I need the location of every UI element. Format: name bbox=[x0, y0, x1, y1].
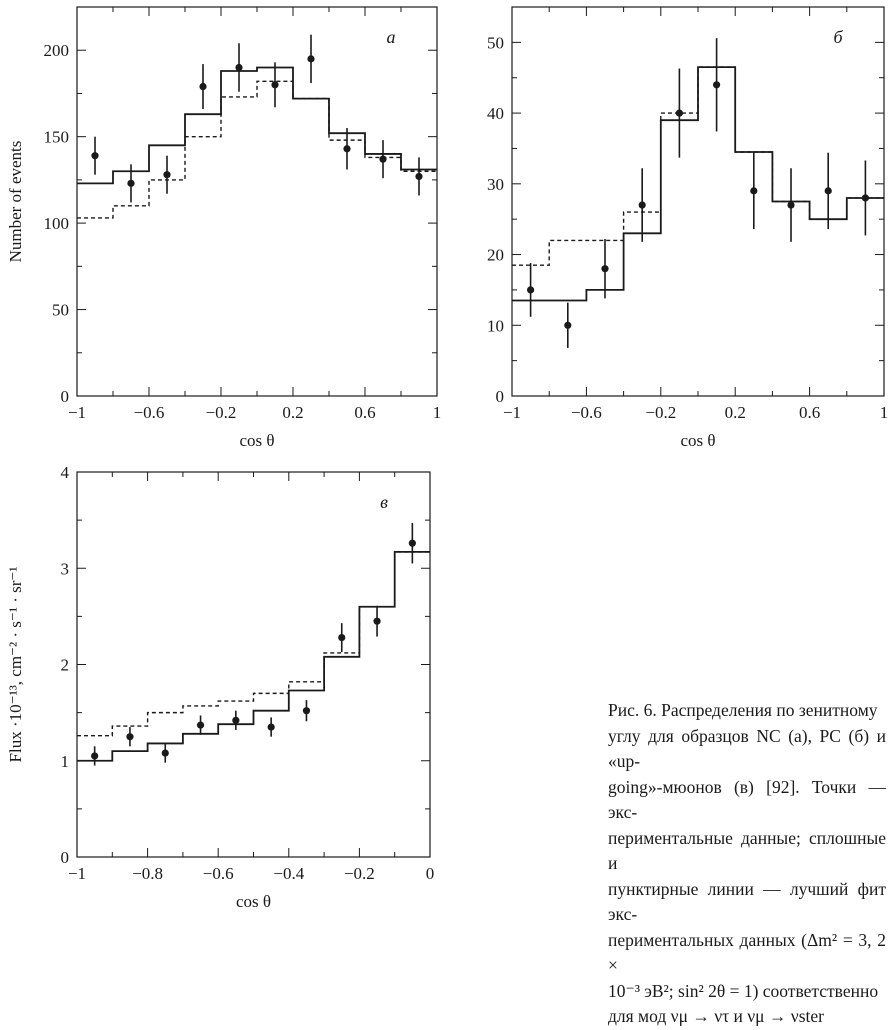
y-tick-label: 1 bbox=[61, 752, 70, 771]
x-tick-label: −1 bbox=[68, 864, 86, 883]
data-point bbox=[861, 194, 870, 202]
data-point bbox=[564, 321, 572, 329]
data-point bbox=[302, 707, 311, 715]
data-point bbox=[267, 723, 275, 731]
data-point bbox=[196, 721, 205, 729]
data-point bbox=[163, 171, 171, 179]
x-tick-label: −0.6 bbox=[203, 864, 234, 883]
data-point bbox=[601, 265, 609, 273]
y-tick-label: 50 bbox=[52, 301, 69, 320]
caption-line: углу для образцов NC (а), PC (б) и «up- bbox=[608, 725, 886, 772]
x-tick-label: −0.4 bbox=[273, 864, 304, 883]
dashed-fit-line bbox=[512, 66, 884, 266]
data-point bbox=[232, 716, 240, 724]
x-tick-label: 0 bbox=[426, 864, 435, 883]
y-tick-label: 4 bbox=[61, 463, 70, 482]
x-tick-label: −0.2 bbox=[645, 403, 676, 422]
plot-frame bbox=[76, 471, 431, 858]
data-point bbox=[527, 286, 535, 294]
solid-fit-line bbox=[77, 550, 430, 762]
caption-line: пунктирные линии — лучший фит экс- bbox=[608, 878, 886, 925]
x-tick-label: 0.6 bbox=[354, 403, 375, 422]
caption-line: периментальные данные; сплошные и bbox=[608, 827, 886, 874]
y-tick-label: 150 bbox=[44, 128, 70, 147]
caption-line: для мод νμ → ντ и νμ → νster bbox=[608, 1006, 824, 1026]
x-tick-label: −0.6 bbox=[134, 403, 165, 422]
y-tick-label: 0 bbox=[496, 387, 505, 406]
figure-caption: Рис. 6. Распределения по зенитному углу … bbox=[608, 698, 886, 1030]
dashed-fit-line bbox=[77, 551, 430, 737]
x-tick-label: 0.2 bbox=[282, 403, 303, 422]
y-tick-label: 20 bbox=[487, 246, 504, 265]
caption-line: 10⁻³ эВ²; sin² 2θ = 1) соответственно bbox=[608, 980, 879, 1001]
data-point bbox=[408, 539, 416, 547]
dashed-fit-line bbox=[77, 80, 437, 219]
data-point bbox=[750, 187, 758, 195]
x-tick-label: −0.8 bbox=[132, 864, 163, 883]
data-point bbox=[675, 109, 684, 117]
panel-label: a bbox=[387, 27, 396, 47]
y-axis-title: Flux ·10⁻¹³, cm⁻² · s⁻¹ · sr⁻¹ bbox=[6, 567, 25, 763]
data-point bbox=[338, 633, 346, 642]
x-axis-title: cos θ bbox=[680, 431, 715, 450]
y-tick-label: 100 bbox=[44, 214, 70, 233]
panel-label: б bbox=[833, 27, 843, 47]
data-point bbox=[161, 749, 169, 757]
data-point bbox=[271, 81, 279, 89]
y-tick-label: 3 bbox=[61, 559, 70, 578]
x-axis-title: cos θ bbox=[236, 892, 271, 911]
y-tick-label: 0 bbox=[61, 387, 70, 406]
x-axis-title: cos θ bbox=[239, 431, 274, 450]
data-point bbox=[824, 187, 832, 195]
data-point bbox=[91, 752, 99, 760]
data-point bbox=[127, 179, 135, 187]
y-tick-label: 2 bbox=[61, 656, 70, 675]
panel-label: в bbox=[380, 492, 388, 512]
panel-c-upgoing-muon-flux: −1 −0.8 −0.6 −0.4 −0.2 0 0 1 2 3 4 cos θ Flux ·10⁻¹³… bbox=[6, 463, 434, 911]
y-axis-title: Number of events bbox=[6, 141, 25, 263]
y-tick-label: 50 bbox=[487, 33, 504, 52]
data-point bbox=[199, 82, 207, 91]
data-point bbox=[307, 55, 315, 63]
y-tick-label: 200 bbox=[44, 41, 70, 60]
data-point bbox=[91, 152, 99, 160]
y-tick-label: 10 bbox=[487, 316, 504, 335]
data-point bbox=[713, 81, 721, 89]
data-point bbox=[638, 201, 646, 209]
x-tick-label: −0.2 bbox=[344, 864, 375, 883]
y-tick-label: 40 bbox=[487, 104, 504, 123]
x-tick-label: −0.6 bbox=[571, 403, 602, 422]
panel-a-nc-distribution: −1 −0.6 −0.2 0.2 0.6 1 0 50 100 150 200 cos θ Number… bbox=[6, 6, 442, 450]
data-point bbox=[126, 733, 134, 741]
x-tick-label: −0.2 bbox=[206, 403, 237, 422]
x-tick-label: 1 bbox=[880, 403, 889, 422]
data-point bbox=[373, 617, 381, 625]
y-tick-label: 30 bbox=[487, 175, 504, 194]
data-point bbox=[415, 172, 423, 181]
y-tick-label: 0 bbox=[61, 848, 70, 867]
data-point bbox=[235, 63, 243, 72]
x-tick-label: 0.2 bbox=[725, 403, 746, 422]
x-tick-label: 0.6 bbox=[799, 403, 820, 422]
data-point bbox=[379, 155, 387, 163]
data-point bbox=[343, 145, 351, 153]
x-tick-label: −1 bbox=[68, 403, 86, 422]
caption-line: Рис. 6. Распределения по зенитному bbox=[608, 700, 878, 720]
data-point bbox=[787, 201, 795, 209]
caption-line: going»-мюонов (в) [92]. Точки — экс- bbox=[608, 776, 886, 823]
caption-line: периментальных данных (Δm² = 3, 2 × bbox=[608, 929, 886, 976]
x-tick-label: 1 bbox=[433, 403, 442, 422]
x-tick-label: −1 bbox=[503, 403, 521, 422]
